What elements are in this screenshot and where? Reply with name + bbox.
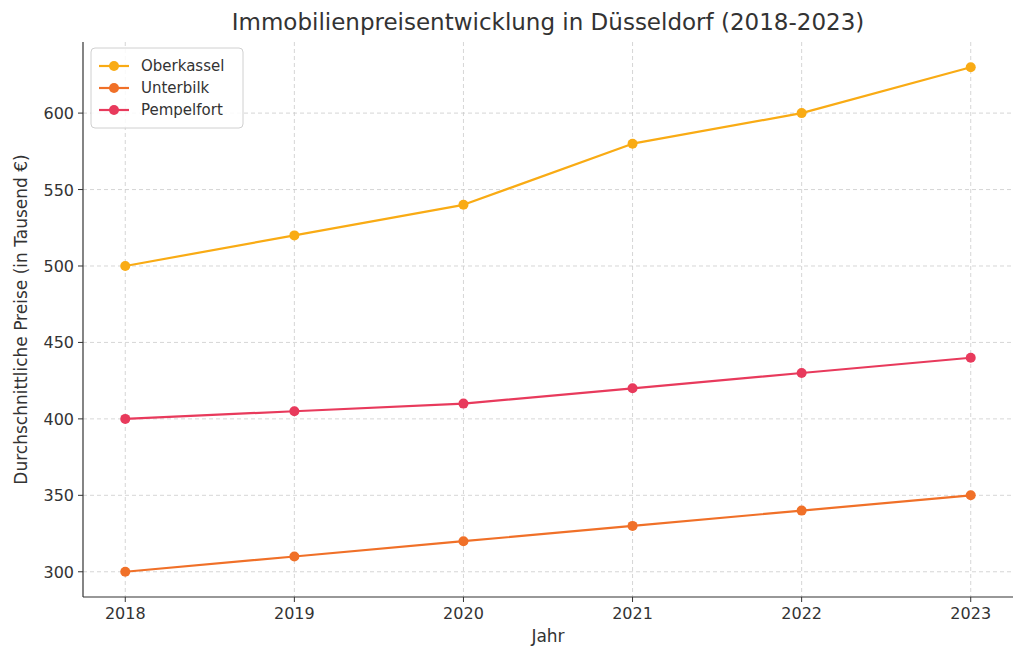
x-grid-line: [970, 42, 971, 597]
x-tick-label: 2023: [950, 604, 991, 623]
x-tick: [294, 597, 295, 602]
y-tick: [78, 265, 83, 266]
y-grid-line: [83, 495, 1013, 496]
chart-container: 2018 2019 2020 2021 2022 2023 300 350 400 450 500 5…: [0, 0, 1024, 660]
y-tick: [78, 495, 83, 496]
series-marker: [289, 551, 299, 561]
x-tick-label: 2021: [612, 604, 653, 623]
x-axis-line: [83, 596, 1013, 597]
legend-label: Unterbilk: [141, 79, 210, 97]
y-tick: [78, 571, 83, 572]
series-marker: [797, 506, 807, 516]
series-line: [125, 495, 970, 571]
y-tick: [78, 189, 83, 190]
y-tick: [78, 113, 83, 114]
series-marker: [628, 383, 638, 393]
x-grid-line: [463, 42, 464, 597]
legend: Oberkassel Unterbilk Pempelfort: [91, 48, 243, 128]
series-marker: [120, 414, 130, 424]
plot-data: [120, 62, 975, 577]
y-grid-line: [83, 189, 1013, 190]
x-tick-label: 2022: [781, 604, 822, 623]
y-tick-label: 550: [43, 181, 74, 200]
series-marker: [120, 261, 130, 271]
y-tick-label: 300: [43, 563, 74, 582]
series-marker: [458, 536, 468, 546]
y-grid-line: [83, 571, 1013, 572]
series-marker: [797, 368, 807, 378]
y-tick-label: 350: [43, 486, 74, 505]
y-axis-label: Durchschnittliche Preise (in Tausend €): [11, 154, 31, 484]
y-axis-line: [82, 42, 83, 597]
x-tick: [463, 597, 464, 602]
x-grid-line: [294, 42, 295, 597]
x-tick-label: 2018: [105, 604, 146, 623]
legend-label: Oberkassel: [141, 57, 224, 75]
chart-svg: 2018 2019 2020 2021 2022 2023 300 350 400 450 500 5…: [0, 0, 1024, 660]
x-tick: [125, 597, 126, 602]
series-marker: [289, 406, 299, 416]
y-tick-label: 450: [43, 333, 74, 352]
series-marker: [120, 567, 130, 577]
x-tick: [970, 597, 971, 602]
grid: [83, 42, 1013, 597]
y-grid-line: [83, 265, 1013, 266]
series-marker: [628, 139, 638, 149]
series-marker: [458, 399, 468, 409]
series-marker: [966, 62, 976, 72]
legend-marker: [109, 105, 119, 115]
y-tick-label: 400: [43, 410, 74, 429]
y-tick: [78, 418, 83, 419]
y-tick: [78, 342, 83, 343]
series-marker: [628, 521, 638, 531]
y-tick-label: 600: [43, 104, 74, 123]
x-tick: [801, 597, 802, 602]
series-marker: [966, 490, 976, 500]
x-axis-label: Jahr: [530, 626, 564, 646]
legend-marker: [109, 61, 119, 71]
series-marker: [797, 108, 807, 118]
series-marker: [289, 230, 299, 240]
y-tick-label: 500: [43, 257, 74, 276]
legend-marker: [109, 83, 119, 93]
axes: 2018 2019 2020 2021 2022 2023 300 350 400 450 500 5…: [43, 42, 1013, 623]
x-grid-line: [632, 42, 633, 597]
legend-label: Pempelfort: [141, 101, 223, 119]
legend-box: [91, 48, 243, 128]
x-tick: [632, 597, 633, 602]
series-marker: [966, 353, 976, 363]
chart-title: Immobilienpreisentwicklung in Düsseldorf…: [232, 9, 865, 35]
x-tick-label: 2020: [443, 604, 484, 623]
x-tick-label: 2019: [274, 604, 315, 623]
y-grid-line: [83, 342, 1013, 343]
series-line: [125, 67, 970, 266]
series-line: [125, 358, 970, 419]
series-marker: [458, 200, 468, 210]
y-grid-line: [83, 418, 1013, 419]
